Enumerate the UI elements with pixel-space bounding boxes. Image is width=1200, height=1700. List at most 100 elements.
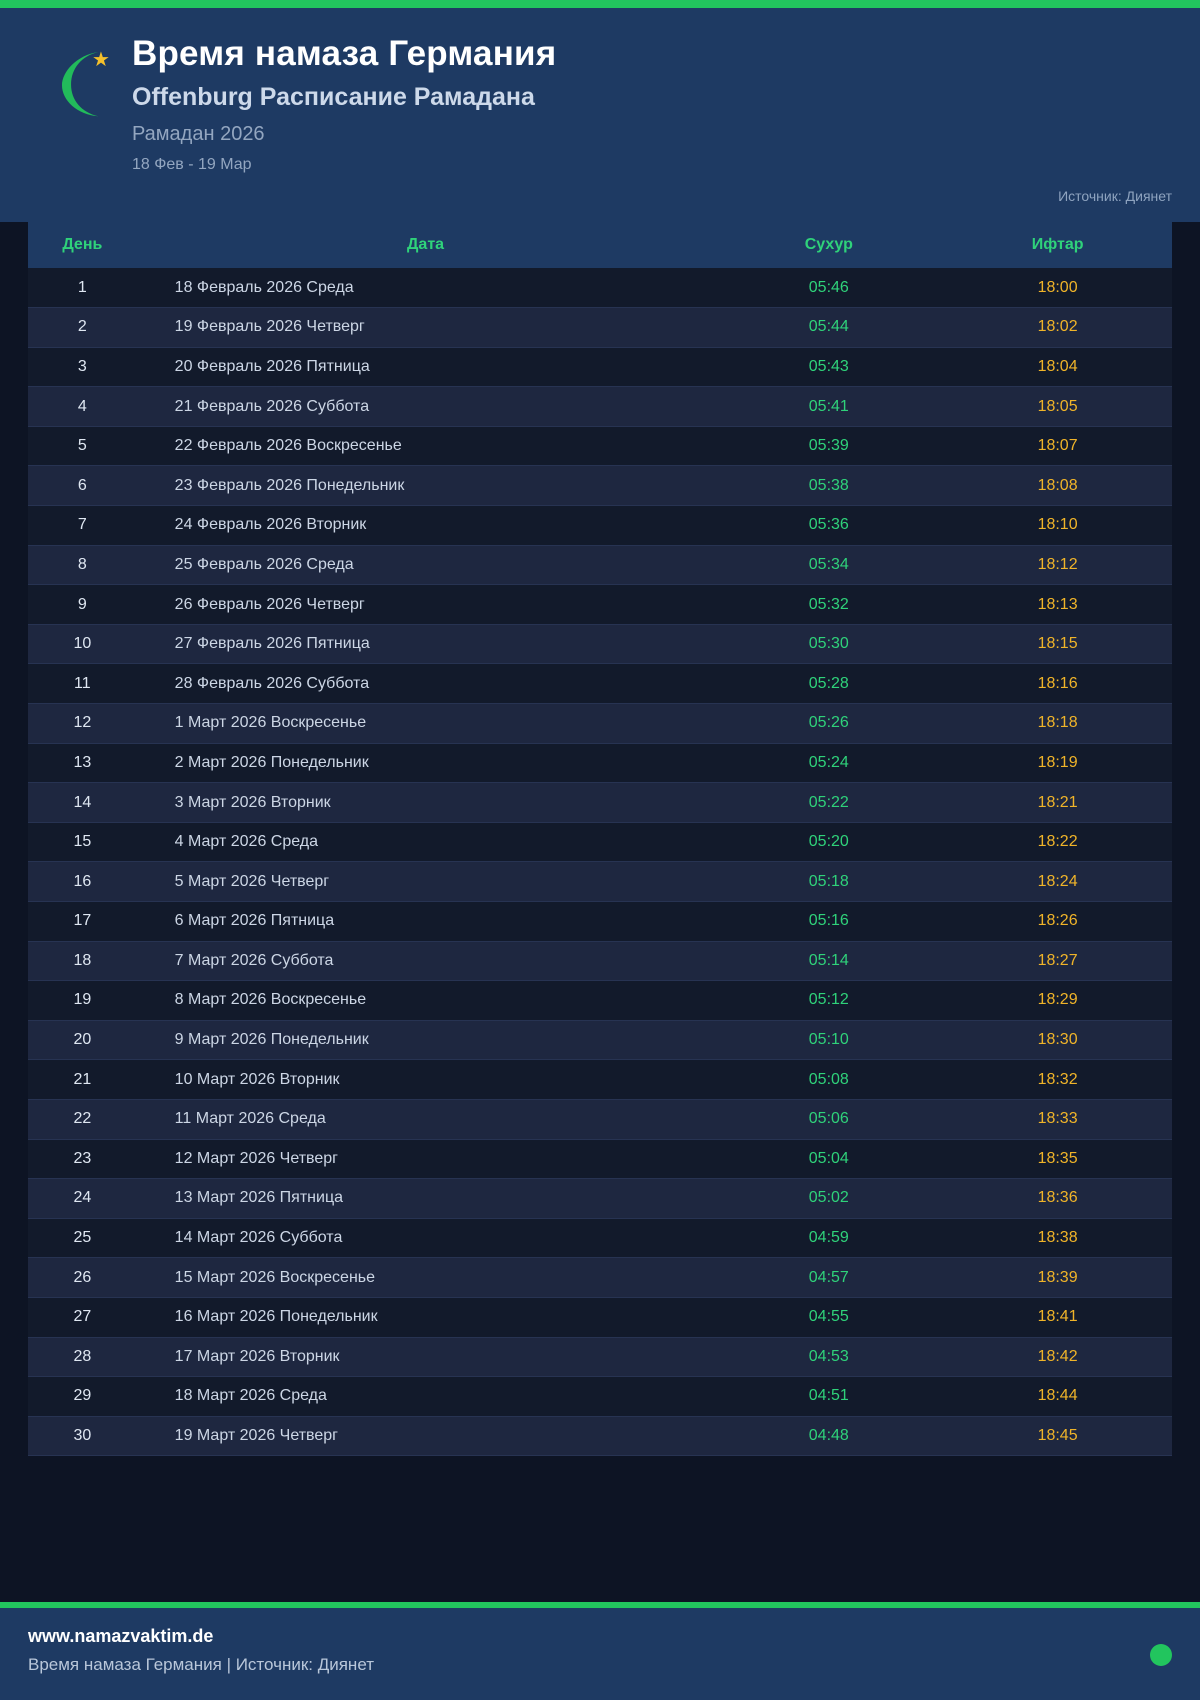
row-day-number: 9 [77,595,87,613]
footer-website-link[interactable]: www.namazvaktim.de [28,1626,214,1646]
header-source-label: Источник: Диянет [1058,188,1172,204]
row-iftar-time: 18:13 [1037,595,1078,613]
table-row[interactable]: 5 22 Февраль 2026 Воскресенье 05:39 18:07 [28,426,1172,466]
row-iftar-time: 18:10 [1037,516,1078,534]
table-row[interactable]: 26 15 Март 2026 Воскресенье 04:57 18:39 [28,1257,1172,1298]
footer-credit-line: Время намаза Германия | Источник: Диянет [28,1655,375,1674]
table-row[interactable]: 30 19 Март 2026 Четверг 04:48 18:45 [28,1415,1172,1457]
row-suhoor-time: 05:32 [808,595,849,613]
page-title: Время намаза Германия [132,34,557,73]
row-suhoor-time: 04:51 [808,1387,849,1405]
column-header-iftar[interactable]: Ифтар [943,222,1172,268]
column-header-suhoor[interactable]: Сухур [714,222,944,268]
table-row[interactable]: 18 7 Март 2026 Суббота 05:14 18:27 [28,940,1172,982]
row-day-number: 24 [28,1178,137,1219]
row-day-number: 1 [77,278,87,296]
crescent-moon-shape [61,52,99,117]
table-row[interactable]: 16 5 Март 2026 Четверг 05:18 18:24 [28,861,1172,902]
row-day-number: 7 [77,516,87,534]
row-date: 22 Февраль 2026 Воскресенье [174,437,402,455]
row-iftar-time: 18:44 [1037,1387,1078,1405]
row-day-number: 3 [77,357,87,375]
table-row[interactable]: 1 18 Февраль 2026 Среда 05:46 18:00 [28,268,1172,308]
footer-accent-bar [0,1602,1200,1608]
table-row[interactable]: 11 28 Февраль 2026 Суббота 05:28 18:16 [28,663,1172,704]
table-row[interactable]: 24 13 Март 2026 Пятница 05:02 18:36 [28,1178,1172,1219]
table-header-row: День Дата Сухур Ифтар [28,222,1172,268]
page-subtitle: Offenburg Расписание Рамадана [132,83,535,112]
row-date: 1 Март 2026 Воскресенье [136,703,715,744]
row-date: 6 Март 2026 Пятница [174,912,335,930]
row-iftar-time: 18:26 [1037,912,1078,930]
table-row[interactable]: 10 27 Февраль 2026 Пятница 05:30 18:15 [28,623,1172,665]
page-footer: www.namazvaktim.de Время намаза Германия… [0,1608,1200,1700]
table-row[interactable]: 28 17 Март 2026 Вторник 04:53 18:42 [28,1336,1172,1378]
row-suhoor-time: 05:24 [808,753,849,771]
table-row[interactable]: 8 25 Февраль 2026 Среда 05:34 18:12 [28,544,1172,586]
row-day-number: 4 [28,386,137,427]
row-suhoor-time: 05:39 [808,437,849,455]
row-suhoor-time: 05:36 [808,516,849,534]
row-suhoor-time: 05:43 [808,357,849,375]
table-row[interactable]: 2 19 Февраль 2026 Четверг 05:44 18:02 [28,307,1172,348]
table-row[interactable]: 23 12 Март 2026 Четверг 05:04 18:35 [28,1139,1172,1179]
row-iftar-time: 18:35 [1037,1149,1078,1167]
table-row[interactable]: 19 8 Март 2026 Воскресенье 05:12 18:29 [28,980,1172,1021]
row-iftar-time: 18:33 [943,1098,1172,1140]
row-iftar-time: 18:45 [943,1415,1172,1457]
row-iftar-time: 18:32 [1037,1070,1078,1088]
row-day-number: 19 [73,991,92,1009]
table-row[interactable]: 9 26 Февраль 2026 Четверг 05:32 18:13 [28,584,1172,625]
row-iftar-time: 18:39 [943,1257,1172,1298]
row-day-number: 18 [28,940,137,982]
table-row[interactable]: 4 21 Февраль 2026 Суббота 05:41 18:05 [28,386,1172,427]
table-row[interactable]: 12 1 Март 2026 Воскресенье 05:26 18:18 [28,703,1172,744]
row-date: 19 Март 2026 Четверг [136,1415,715,1457]
row-date: 23 Февраль 2026 Понедельник [136,465,715,507]
star-icon: ★ [92,49,110,71]
row-date: 24 Февраль 2026 Вторник [174,516,367,534]
row-day-number: 8 [28,544,137,586]
header-text-block: Время намаза Германия Offenburg Расписан… [132,30,556,174]
row-iftar-time: 18:21 [943,782,1172,823]
row-day-number: 11 [74,674,91,692]
row-suhoor-time: 05:22 [714,782,944,823]
row-day-number: 17 [73,912,92,930]
row-iftar-time: 18:12 [943,544,1172,586]
row-day-number: 15 [73,833,92,851]
row-iftar-time: 18:07 [1037,437,1078,455]
row-date: 15 Март 2026 Воскресенье [136,1257,715,1298]
row-suhoor-time: 05:18 [714,861,944,902]
row-day-number: 5 [77,437,87,455]
row-iftar-time: 18:38 [1037,1229,1078,1247]
table-row[interactable]: 22 11 Март 2026 Среда 05:06 18:33 [28,1098,1172,1140]
table-row[interactable]: 17 6 Март 2026 Пятница 05:16 18:26 [28,901,1172,942]
timetable-container: День Дата Сухур Ифтар 1 18 Февраль 2026 С… [0,222,1200,1602]
row-iftar-time: 18:42 [943,1336,1172,1378]
row-date: 26 Февраль 2026 Четверг [174,595,365,613]
row-date: 18 Март 2026 Среда [174,1387,327,1405]
table-row[interactable]: 3 20 Февраль 2026 Пятница 05:43 18:04 [28,347,1172,387]
table-row[interactable]: 21 10 Март 2026 Вторник 05:08 18:32 [28,1059,1172,1100]
table-row[interactable]: 15 4 Март 2026 Среда 05:20 18:22 [28,822,1172,862]
row-day-number: 25 [73,1229,92,1247]
table-header: День Дата Сухур Ифтар [28,222,1172,268]
table-row[interactable]: 29 18 Март 2026 Среда 04:51 18:44 [28,1376,1172,1417]
row-iftar-time: 18:36 [943,1178,1172,1219]
table-row[interactable]: 27 16 Март 2026 Понедельник 04:55 18:41 [28,1297,1172,1338]
table-row[interactable]: 6 23 Февраль 2026 Понедельник 05:38 18:08 [28,465,1172,507]
table-body: 1 18 Февраль 2026 Среда 05:46 18:00 2 19 Февр… [28,268,1172,1457]
row-iftar-time: 18:30 [943,1019,1172,1061]
row-date: 25 Февраль 2026 Среда [136,544,715,586]
table-row[interactable]: 13 2 Март 2026 Понедельник 05:24 18:19 [28,743,1172,783]
table-row[interactable]: 14 3 Март 2026 Вторник 05:22 18:21 [28,782,1172,823]
column-header-date[interactable]: Дата [136,222,715,268]
row-date: 13 Март 2026 Пятница [136,1178,715,1219]
row-date: 4 Март 2026 Среда [174,833,319,851]
row-day-number: 12 [28,703,137,744]
table-row[interactable]: 20 9 Март 2026 Понедельник 05:10 18:30 [28,1019,1172,1061]
row-day-number: 29 [73,1387,92,1405]
table-row[interactable]: 7 24 Февраль 2026 Вторник 05:36 18:10 [28,505,1172,546]
column-header-day[interactable]: День [28,222,137,268]
table-row[interactable]: 25 14 Март 2026 Суббота 04:59 18:38 [28,1218,1172,1258]
